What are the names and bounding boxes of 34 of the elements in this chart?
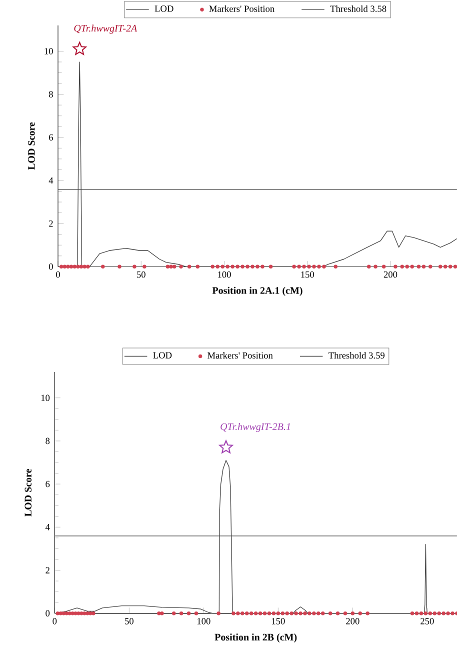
annotation: QTr.hwwgIT-2B.1 <box>220 422 290 432</box>
x-tick-label: 100 <box>197 618 210 624</box>
x-tick-label: 50 <box>137 271 146 278</box>
y-tick-label: 2 <box>46 567 50 574</box>
legend-label: Markers' Position <box>208 352 273 359</box>
legend-label: LOD <box>153 352 172 358</box>
y-tick-label: 6 <box>49 134 54 141</box>
y-tick-label: 2 <box>49 220 53 227</box>
x-axis-title: Position in 2B (cM) <box>214 633 297 643</box>
y-tick-label: 10 <box>41 394 50 401</box>
y-tick-label: 6 <box>46 480 50 488</box>
y-tick-label: 8 <box>48 91 53 98</box>
y-axis-title: LOD Score <box>28 122 35 170</box>
y-tick-label: 0 <box>48 264 53 270</box>
x-tick-label: 150 <box>301 271 314 278</box>
x-tick-label: 200 <box>384 271 398 278</box>
y-tick-label: 8 <box>46 438 50 444</box>
x-tick-label: 0 <box>56 271 60 278</box>
legend-label: Threshold 3.58 <box>330 5 386 12</box>
y-axis-title: LOD Score <box>24 468 32 516</box>
y-tick-label: 4 <box>45 524 50 530</box>
legend-label: Markers' Position <box>209 5 274 12</box>
legend-label: Threshold 3.59 <box>328 352 385 359</box>
y-tick-label: 0 <box>46 610 50 616</box>
x-tick-label: 150 <box>272 618 285 624</box>
annotation: QTr.hwwgIT-2A <box>74 24 138 34</box>
y-tick-label: 4 <box>48 177 54 184</box>
x-tick-label: 200 <box>346 618 360 624</box>
x-tick-label: 50 <box>125 618 134 624</box>
x-axis-title: Position in 2A.1 (cM) <box>212 286 302 296</box>
legend-label: LOD <box>154 6 174 12</box>
y-tick-label: 10 <box>44 48 53 54</box>
x-tick-label: 250 <box>420 618 434 624</box>
x-tick-label: 100 <box>218 271 231 278</box>
